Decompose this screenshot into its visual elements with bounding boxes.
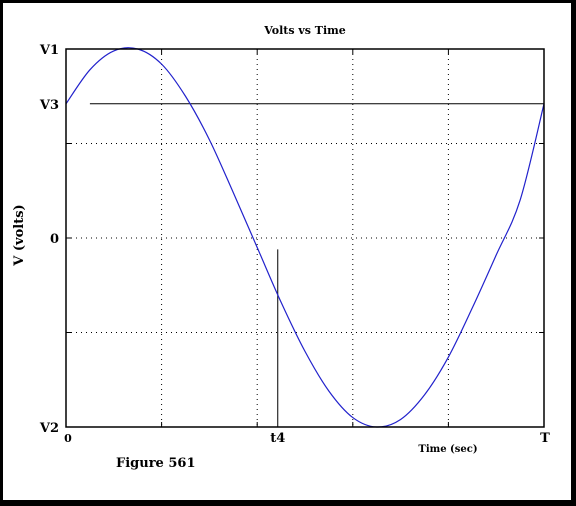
y-tick-label: V3: [39, 98, 59, 113]
y-tick-label: 0: [50, 232, 59, 247]
label-layer: Volts vs Time V (volts) Time (sec) Figur…: [12, 24, 550, 471]
y-tick-label: V2: [39, 421, 59, 436]
y-axis-label: V (volts): [12, 204, 27, 266]
grid-layer: [66, 49, 544, 427]
x-tick-label: T: [540, 431, 550, 446]
tick-layer: [66, 49, 544, 427]
y-tick-label: V1: [39, 43, 59, 58]
figure-frame: Volts vs Time V (volts) Time (sec) Figur…: [3, 3, 571, 500]
chart-title: Volts vs Time: [263, 24, 346, 37]
volts-vs-time-chart: Volts vs Time V (volts) Time (sec) Figur…: [12, 24, 550, 471]
figure-caption: Figure 561: [116, 456, 196, 471]
x-tick-label: 0: [64, 432, 72, 445]
series-layer: [65, 47, 545, 428]
annotation-layer: [89, 103, 544, 427]
plot-area-border: [65, 48, 545, 428]
x-tick-label: t4: [270, 431, 285, 446]
voltage-series-line: [65, 47, 545, 428]
x-axis-label: Time (sec): [418, 444, 477, 455]
